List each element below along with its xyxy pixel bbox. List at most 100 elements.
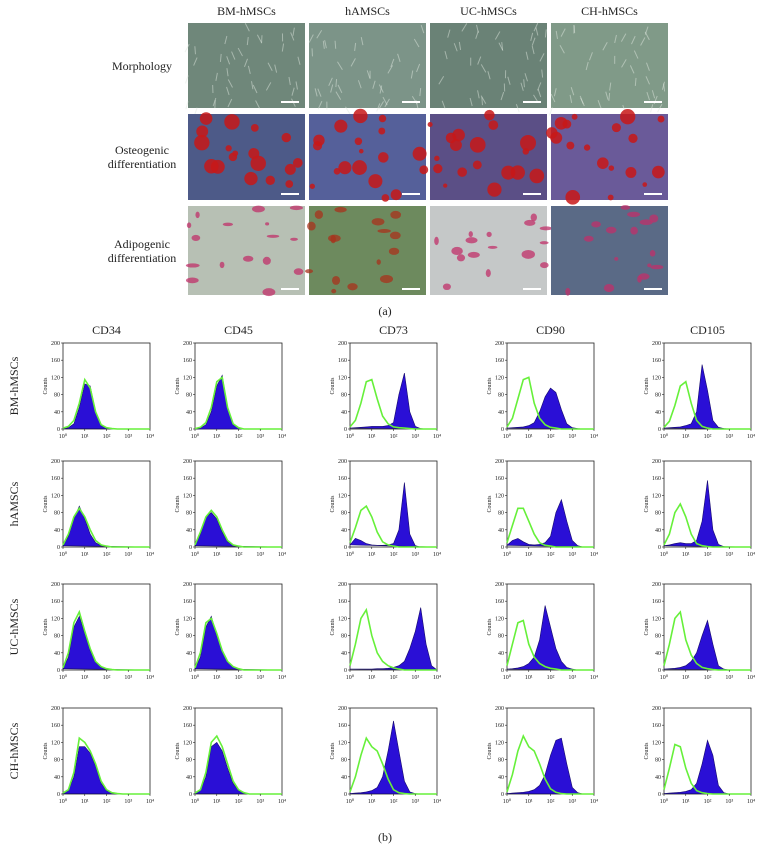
cell-texture	[520, 82, 524, 91]
stain	[451, 246, 463, 256]
x-tick-label: 10²	[704, 552, 712, 558]
stain	[571, 113, 578, 120]
column-header: CD73	[379, 323, 408, 337]
y-tick-label: 120	[495, 375, 504, 381]
cell-texture	[585, 61, 589, 71]
stain	[611, 123, 621, 133]
stain	[657, 115, 665, 123]
cell-texture	[651, 90, 656, 99]
stain	[378, 114, 387, 123]
cell-texture	[548, 107, 553, 116]
y-tick-label: 40	[498, 528, 504, 534]
y-tick-label: 0	[501, 668, 504, 674]
x-tick-label: 10⁰	[59, 551, 68, 558]
y-tick-label: 40	[54, 775, 60, 781]
cell-texture	[550, 93, 556, 103]
stain	[352, 160, 367, 175]
x-tick-label: 10⁰	[191, 674, 200, 681]
cell-texture	[475, 24, 479, 33]
stain	[334, 206, 347, 213]
x-tick-label: 10²	[390, 799, 398, 805]
y-axis-label: Counts	[487, 742, 493, 760]
cell-texture	[194, 46, 196, 55]
column-header: CD45	[224, 323, 253, 337]
x-tick-label: 10¹	[81, 552, 89, 558]
cell-texture	[227, 79, 233, 88]
stain	[583, 235, 594, 242]
histogram-line	[506, 376, 594, 430]
y-tick-label: 200	[183, 459, 192, 465]
y-tick-label: 40	[655, 528, 661, 534]
histogram-line	[663, 380, 751, 430]
y-tick-label: 0	[658, 427, 661, 433]
stain	[328, 234, 341, 242]
y-tick-label: 80	[54, 393, 60, 399]
y-axis-label: Counts	[644, 377, 650, 395]
cell-texture	[537, 88, 542, 98]
y-tick-label: 80	[341, 634, 347, 640]
row-label: Morphology	[112, 58, 172, 73]
y-tick-label: 200	[51, 582, 60, 588]
y-tick-label: 40	[655, 410, 661, 416]
x-tick-label: 10⁴	[747, 675, 755, 681]
stain	[433, 164, 443, 174]
x-tick-label: 10⁰	[660, 433, 669, 440]
y-tick-label: 80	[186, 511, 192, 517]
stain	[242, 255, 254, 262]
y-axis-label: Counts	[487, 377, 493, 395]
y-tick-label: 80	[341, 758, 347, 764]
cell-texture	[477, 90, 480, 99]
stain	[443, 183, 448, 188]
stain	[290, 237, 298, 241]
stain	[284, 163, 296, 175]
y-tick-label: 80	[498, 758, 504, 764]
row-label: CH-hMSCs	[7, 722, 21, 780]
y-tick-label: 120	[51, 375, 60, 381]
cell-texture	[328, 77, 333, 87]
cell-texture	[620, 33, 627, 42]
row-label: Osteogenic differentiation	[107, 143, 177, 171]
cell-texture	[458, 41, 462, 51]
row-label: Adipogenic differentiation	[107, 236, 177, 265]
x-tick-label: 10⁴	[433, 434, 441, 440]
stain	[539, 241, 549, 245]
stain	[309, 183, 315, 189]
y-tick-label: 40	[186, 410, 192, 416]
x-tick-label: 10²	[390, 675, 398, 681]
x-tick-label: 10⁰	[503, 433, 512, 440]
stain	[510, 165, 525, 180]
stain	[628, 133, 638, 144]
column-header: BM-hMSCs	[217, 4, 276, 18]
x-tick-label: 10⁴	[747, 434, 755, 440]
cell-texture	[295, 81, 298, 90]
cell-texture	[602, 42, 608, 51]
stain	[185, 277, 199, 284]
stain	[583, 144, 591, 151]
cell-texture	[244, 23, 250, 32]
y-tick-label: 0	[658, 792, 661, 798]
histogram-line	[349, 378, 437, 430]
y-tick-label: 40	[498, 775, 504, 781]
column-header: CD34	[92, 323, 121, 337]
cell-texture	[335, 79, 338, 88]
histogram-line	[62, 736, 150, 795]
y-tick-label: 120	[183, 740, 192, 746]
cell-texture	[267, 62, 273, 72]
y-tick-label: 160	[183, 723, 192, 729]
x-tick-label: 10¹	[81, 675, 89, 681]
y-axis-label: Counts	[43, 742, 49, 760]
stain	[566, 141, 575, 150]
y-tick-label: 200	[51, 706, 60, 712]
stain	[487, 182, 502, 197]
y-tick-label: 120	[51, 616, 60, 622]
x-tick-label: 10¹	[81, 434, 89, 440]
stain	[554, 116, 568, 130]
micrograph	[430, 114, 547, 200]
cell-texture	[212, 97, 217, 107]
y-tick-label: 200	[652, 341, 661, 347]
cell-texture	[350, 58, 356, 67]
cell-texture	[360, 37, 364, 46]
y-tick-label: 160	[338, 476, 347, 482]
x-tick-label: 10⁴	[433, 675, 441, 681]
y-tick-label: 200	[51, 459, 60, 465]
